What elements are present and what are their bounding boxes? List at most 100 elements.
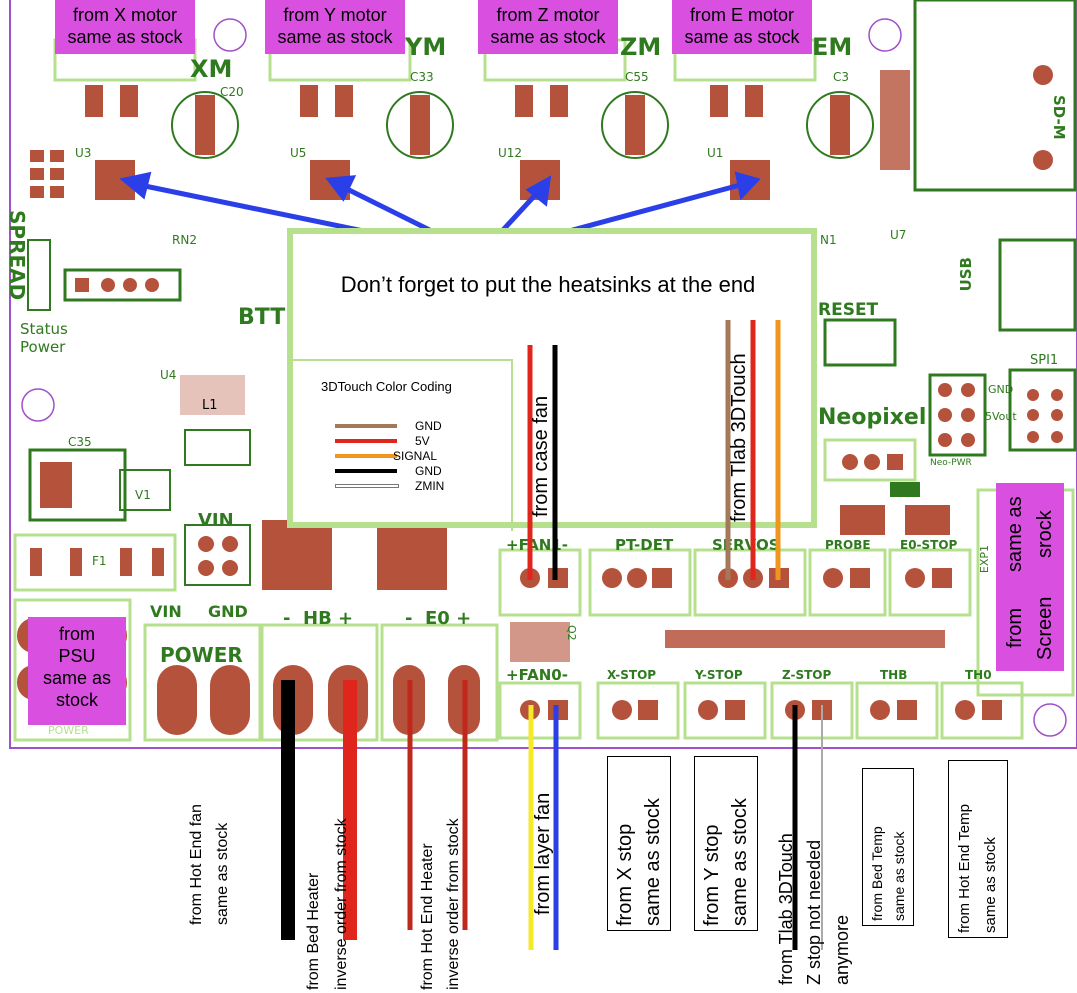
silk-u12: U12 — [498, 146, 523, 160]
res-pad — [30, 168, 44, 180]
cap-c35-pad — [40, 462, 72, 508]
right-side-parts — [823, 0, 1077, 497]
capacitors — [171, 91, 874, 159]
fan1-pin — [548, 568, 568, 588]
motor-label-y: from Y motor same as stock — [265, 0, 405, 54]
heatsink-note-text: Don’t forget to put the heatsinks at the… — [340, 272, 756, 297]
res-pad — [710, 85, 728, 117]
fuse-pad — [30, 548, 42, 576]
resistor-pads — [30, 85, 763, 198]
silk-l1: L1 — [202, 398, 218, 413]
motor-label-y-line2: same as stock — [277, 27, 393, 47]
motor-label-z-line1: from Z motor — [496, 5, 600, 25]
psu-label-line2: PSU — [58, 646, 96, 666]
legend-row-5v: 5V — [335, 434, 495, 448]
silk-power-led: Power — [20, 338, 66, 356]
sd-hole — [1033, 65, 1053, 85]
silk-status: Status — [20, 320, 68, 338]
legend-label-5v: 5V — [415, 434, 430, 448]
silk-x-stop: X-STOP — [607, 668, 657, 682]
ptdet-pin — [602, 568, 622, 588]
power-terminals — [13, 598, 499, 742]
vin-pin — [198, 560, 214, 576]
silk-reset: RESET — [818, 300, 879, 320]
fan0-connector — [498, 681, 582, 740]
sd-hole — [1033, 150, 1053, 170]
label-hot-end-fan: from Hot End fan same as stock — [184, 765, 236, 925]
ystop-pin — [698, 700, 718, 720]
x-stop-connector — [596, 681, 680, 740]
psu-label-line1: from — [59, 624, 95, 644]
silk-sd-m: SD-M — [1050, 95, 1068, 140]
silk-btt: BTT — [238, 305, 286, 330]
th0-connector — [940, 681, 1024, 740]
silk-c35: C35 — [68, 435, 92, 449]
silk-rn2: RN2 — [172, 233, 197, 247]
cap-c35-body — [28, 448, 127, 522]
pwr-pin — [938, 383, 952, 397]
silk-c3: C3 — [833, 70, 850, 84]
silk-z-stop: Z-STOP — [782, 668, 832, 682]
res-pad — [50, 168, 64, 180]
xstop-pin — [638, 700, 658, 720]
res-pad — [300, 85, 318, 117]
spread-header — [63, 268, 182, 302]
capacitor-pads — [195, 95, 850, 155]
power-terminal-vin-gnd — [143, 623, 262, 742]
motor-label-e-line2: same as stock — [684, 27, 800, 47]
motor-label-x-line1: from X motor — [72, 5, 178, 25]
legend-swatch-signal — [335, 454, 397, 458]
cap-c20 — [171, 91, 239, 159]
fuse-f1 — [13, 533, 177, 592]
label-bed-heater-line2: inverse order from stock — [333, 818, 350, 990]
spi-pin — [1051, 389, 1063, 401]
legend-label-gnd: GND — [415, 419, 442, 433]
screen-label-line1: from Screen — [1004, 596, 1056, 660]
sd-card-slot — [913, 0, 1077, 192]
vin-pin — [198, 536, 214, 552]
pwr-pin — [961, 408, 975, 422]
silk-zm: ZM — [620, 33, 662, 61]
silk-hb: - HB + — [283, 608, 354, 629]
ptdet-pin — [627, 568, 647, 588]
silk-xm: XM — [190, 55, 233, 83]
label-z-stop-line2: Z stop not needed — [804, 839, 824, 985]
res-pad — [50, 186, 64, 198]
silk-c33: C33 — [410, 70, 434, 84]
l1-inductor — [180, 375, 245, 415]
pt-det-connector — [588, 548, 692, 617]
label-hot-end-heater-line2: inverse order from stock — [445, 818, 462, 990]
big-mosfet-2 — [377, 520, 447, 590]
res-pad — [120, 85, 138, 117]
silk-th0: TH0 — [965, 668, 992, 682]
pwr-pin — [961, 383, 975, 397]
cap-c33 — [386, 91, 454, 159]
big-mosfet-1 — [262, 520, 332, 590]
legend-row-gnd: GND — [335, 419, 495, 433]
e0-terminal — [380, 623, 499, 742]
silk-em: EM — [812, 33, 853, 61]
e0stop-chip — [905, 505, 950, 535]
label-y-stop-line2: same as stock — [729, 798, 751, 926]
fuse-pad — [70, 548, 82, 576]
arrowhead-u3 — [119, 171, 152, 200]
fan1-connector — [498, 548, 582, 617]
silk-u5: U5 — [290, 146, 307, 160]
th0-pin — [982, 700, 1002, 720]
neopixel-pin — [842, 454, 858, 470]
res-pad — [30, 186, 44, 198]
e0stop-pin — [932, 568, 952, 588]
legend-swatch-5v — [335, 439, 397, 443]
psu-label-line4: stock — [55, 690, 98, 710]
left-side-parts — [13, 239, 447, 592]
motor-label-x: from X motor same as stock — [55, 0, 195, 54]
label-hot-end-fan-line2: same as stock — [214, 822, 231, 925]
motor-label-e-line1: from E motor — [689, 5, 795, 25]
pwr-pin — [961, 433, 975, 447]
spi-pin — [1027, 409, 1039, 421]
label-bed-temp: from Bed Temp same as stock — [862, 768, 914, 926]
fuse-pad — [120, 548, 132, 576]
diode — [184, 429, 251, 466]
